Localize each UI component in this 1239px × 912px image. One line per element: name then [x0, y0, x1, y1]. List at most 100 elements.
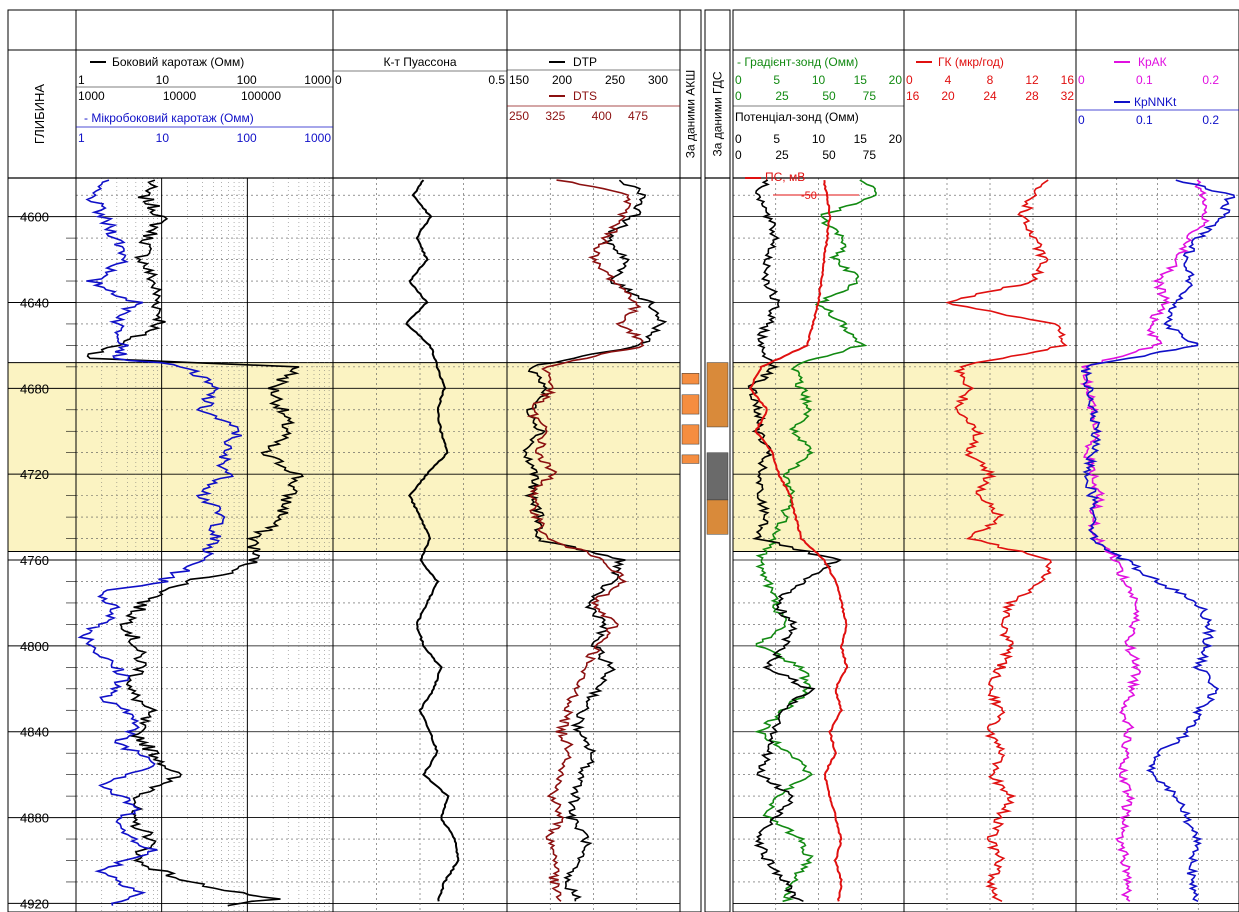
legend-label-ps: ПС, мВ [765, 170, 805, 184]
scale-label: 0.1 [1136, 113, 1153, 127]
scale-label: 12 [1025, 73, 1039, 87]
scale-label: 4 [945, 73, 952, 87]
scale-label: 0 [1078, 73, 1085, 87]
scale-label: 10 [156, 73, 170, 87]
scale-label: 10000 [163, 89, 197, 103]
scale-label: 475 [628, 109, 648, 123]
scale-label: 250 [509, 109, 529, 123]
depth-tick-label: 4640 [20, 295, 49, 310]
interval-block-1 [681, 394, 700, 415]
scale-label: 0 [906, 73, 913, 87]
scale-label: 25 [775, 89, 789, 103]
scale-label: 250 [605, 73, 625, 87]
zone-band-right [733, 362, 1239, 552]
depth-axis-title: ГЛИБИНА [32, 84, 47, 144]
series-line-2 [405, 179, 460, 902]
legend-label-krnnkt: КрNNKt [1134, 95, 1177, 109]
scale-label: 20 [941, 89, 955, 103]
scale-label: 16 [906, 89, 920, 103]
scale-label: 100000 [241, 89, 281, 103]
vertical-label-gds: За даними ГДС [711, 71, 725, 156]
depth-tick-label: 4600 [20, 210, 49, 225]
grid-por [1076, 178, 1239, 912]
scale-label: 5 [773, 132, 780, 146]
legend-label-potential: Потенціал-зонд (Омм) [735, 110, 859, 124]
depth-tick-label: 4760 [20, 553, 49, 568]
depth-tick-label: 4800 [20, 639, 49, 654]
scale-label: 325 [545, 109, 565, 123]
interval-block-2 [681, 424, 700, 445]
scale-label: 28 [1025, 89, 1039, 103]
scale-label: 1000 [304, 73, 331, 87]
series-line-9 [1079, 179, 1210, 902]
scale-label: 10 [156, 131, 170, 145]
scale-label: 400 [592, 109, 612, 123]
scale-label: 75 [863, 148, 877, 162]
scale-label: 0 [335, 73, 342, 87]
scale-label: 5 [773, 73, 780, 87]
legend-label-mbk: - Мікробоковий каротаж (Омм) [84, 111, 254, 125]
column-border-por [1075, 9, 1239, 912]
scale-label: 25 [775, 148, 789, 162]
legend-label-gk: ГК (мкр/год) [938, 55, 1004, 69]
interval-block-5 [706, 452, 729, 501]
scale-label: 15 [854, 132, 868, 146]
scale-label: 8 [987, 73, 994, 87]
legend-label-bk: Боковий каротаж (Омм) [112, 55, 244, 69]
scale-label: 32 [1061, 89, 1075, 103]
scale-label: 200 [552, 73, 572, 87]
column-border-gds [704, 9, 731, 912]
depth-tick-label: 4840 [20, 725, 49, 740]
zone-band-left [8, 362, 680, 552]
legend-label-poisson: К-т Пуассона [383, 55, 456, 69]
series-line-0 [86, 179, 304, 907]
ps-scale-label: -50 [801, 190, 817, 202]
scale-label: 1 [78, 131, 85, 145]
grid-gk [904, 178, 1076, 912]
scale-label: 1000 [304, 131, 331, 145]
scale-label: 0 [735, 148, 742, 162]
column-border-akc [679, 9, 702, 912]
scale-label: 20 [889, 73, 903, 87]
vertical-label-akc: За даними АКШ [684, 70, 698, 159]
series-line-8 [945, 179, 1068, 903]
scale-label: 24 [983, 89, 997, 103]
scale-label: 16 [1061, 73, 1075, 87]
series-line-4 [526, 179, 645, 902]
legend-label-dtp: DTP [573, 55, 597, 69]
interval-block-6 [706, 499, 729, 535]
scale-label: 0 [735, 89, 742, 103]
interval-block-3 [681, 454, 700, 464]
scale-label: 0 [735, 132, 742, 146]
scale-label: 1000 [78, 89, 105, 103]
scale-label: 0.2 [1202, 73, 1219, 87]
series-line-6 [747, 179, 843, 903]
legend-label-krak: КрАК [1138, 55, 1167, 69]
series-line-7 [748, 180, 849, 902]
depth-tick-label: 4720 [20, 467, 49, 482]
scale-label: 0.5 [488, 73, 505, 87]
interval-block-0 [681, 373, 700, 385]
scale-label: 1 [78, 73, 85, 87]
scale-label: 10 [812, 132, 826, 146]
legend-label-gradient: - Градієнт-зонд (Омм) [737, 55, 858, 69]
scale-label: 100 [237, 73, 257, 87]
depth-tick-label: 4680 [20, 381, 49, 396]
depth-tick-label: 4880 [20, 811, 49, 826]
scale-label: 10 [812, 73, 826, 87]
scale-label: 50 [822, 148, 836, 162]
scale-label: 75 [863, 89, 877, 103]
series-line-1 [77, 179, 242, 906]
scale-label: 100 [237, 131, 257, 145]
scale-label: 0.1 [1136, 73, 1153, 87]
depth-tick-label: 4920 [20, 896, 49, 911]
scale-label: 0.2 [1202, 113, 1219, 127]
scale-label: 20 [889, 132, 903, 146]
series-line-10 [1080, 179, 1236, 903]
scale-label: 0 [735, 73, 742, 87]
scale-label: 300 [648, 73, 668, 87]
scale-label: 0 [1078, 113, 1085, 127]
series-line-3 [522, 179, 668, 902]
interval-block-4 [706, 362, 729, 428]
